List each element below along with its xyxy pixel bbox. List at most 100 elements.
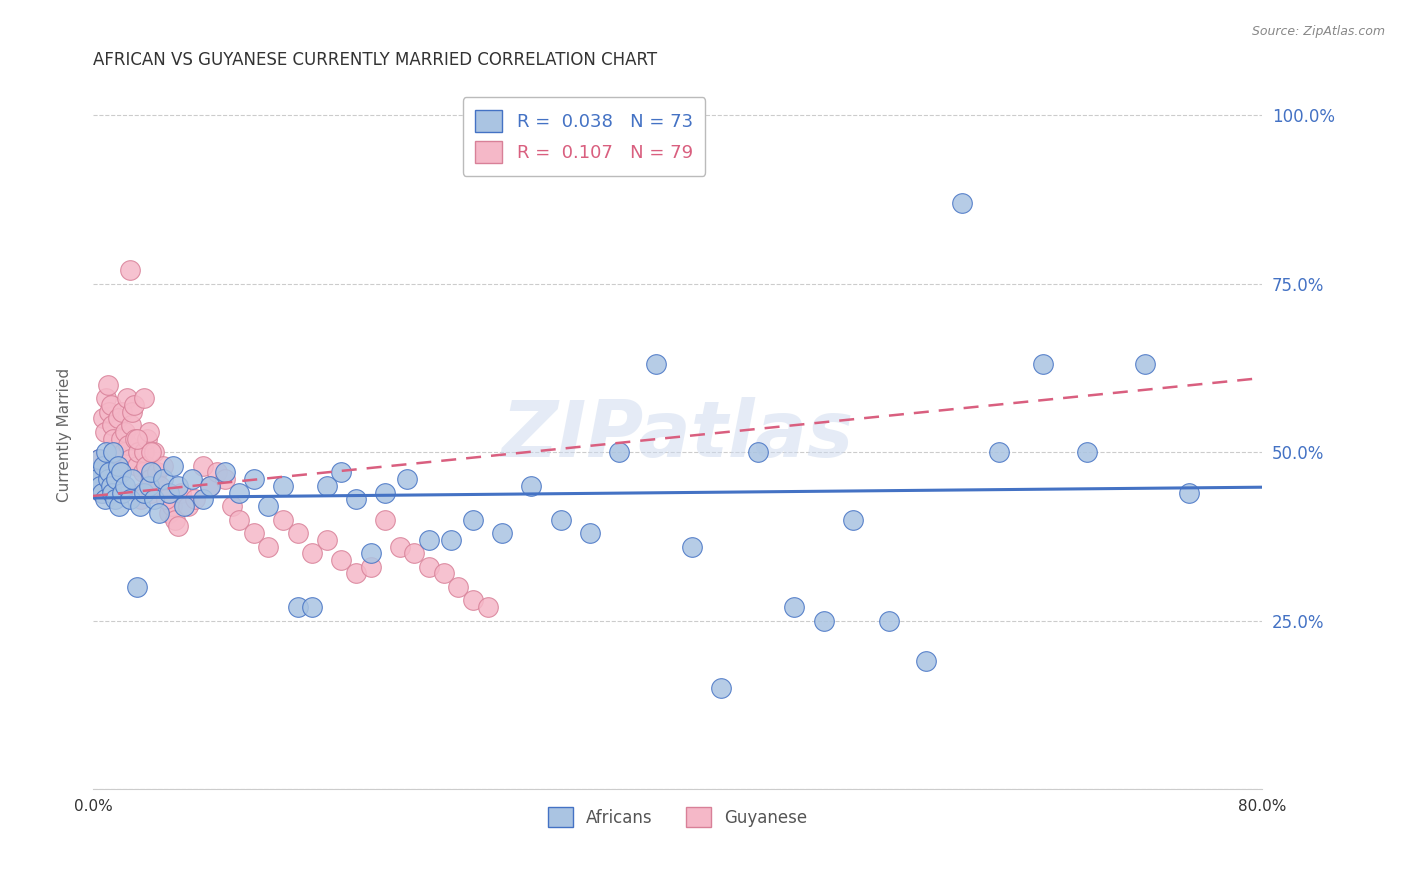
- Point: [105, 472, 128, 486]
- Point: [404, 546, 426, 560]
- Point: [143, 492, 166, 507]
- Point: [360, 546, 382, 560]
- Point: [97, 472, 120, 486]
- Point: [101, 418, 124, 433]
- Point: [271, 512, 294, 526]
- Point: [181, 472, 204, 486]
- Point: [644, 358, 666, 372]
- Point: [107, 411, 129, 425]
- Point: [121, 472, 143, 486]
- Point: [184, 492, 207, 507]
- Point: [100, 479, 122, 493]
- Point: [315, 533, 337, 547]
- Point: [242, 472, 264, 486]
- Point: [108, 499, 131, 513]
- Point: [1133, 358, 1156, 372]
- Point: [242, 526, 264, 541]
- Point: [152, 458, 174, 473]
- Point: [1178, 485, 1201, 500]
- Point: [110, 432, 132, 446]
- Point: [131, 466, 153, 480]
- Point: [90, 485, 112, 500]
- Point: [579, 526, 602, 541]
- Point: [148, 506, 170, 520]
- Point: [124, 432, 146, 446]
- Point: [461, 593, 484, 607]
- Point: [118, 492, 141, 507]
- Point: [87, 451, 110, 466]
- Point: [91, 458, 114, 473]
- Point: [344, 492, 367, 507]
- Point: [101, 485, 124, 500]
- Point: [198, 479, 221, 493]
- Point: [257, 499, 280, 513]
- Point: [135, 458, 157, 473]
- Point: [128, 485, 150, 500]
- Point: [1076, 445, 1098, 459]
- Point: [96, 391, 118, 405]
- Point: [477, 600, 499, 615]
- Point: [520, 479, 543, 493]
- Point: [447, 580, 470, 594]
- Point: [842, 512, 865, 526]
- Point: [143, 445, 166, 459]
- Point: [214, 466, 236, 480]
- Point: [93, 492, 115, 507]
- Point: [915, 654, 938, 668]
- Point: [100, 398, 122, 412]
- Point: [121, 405, 143, 419]
- Point: [747, 445, 769, 459]
- Point: [157, 485, 180, 500]
- Point: [988, 445, 1011, 459]
- Point: [108, 466, 131, 480]
- Text: ZIPatlas: ZIPatlas: [502, 397, 853, 474]
- Point: [162, 458, 184, 473]
- Point: [111, 485, 134, 500]
- Point: [301, 546, 323, 560]
- Point: [149, 479, 172, 493]
- Point: [141, 485, 163, 500]
- Point: [783, 600, 806, 615]
- Point: [105, 445, 128, 459]
- Point: [84, 466, 107, 480]
- Point: [114, 479, 136, 493]
- Point: [166, 479, 188, 493]
- Point: [177, 499, 200, 513]
- Point: [166, 519, 188, 533]
- Point: [89, 479, 111, 493]
- Point: [681, 540, 703, 554]
- Point: [330, 553, 353, 567]
- Point: [134, 445, 156, 459]
- Point: [128, 499, 150, 513]
- Point: [84, 466, 107, 480]
- Point: [114, 425, 136, 439]
- Point: [214, 472, 236, 486]
- Point: [107, 458, 129, 473]
- Point: [120, 418, 142, 433]
- Point: [813, 614, 835, 628]
- Point: [440, 533, 463, 547]
- Point: [191, 492, 214, 507]
- Point: [170, 485, 193, 500]
- Point: [418, 559, 440, 574]
- Point: [115, 391, 138, 405]
- Point: [87, 451, 110, 466]
- Point: [134, 485, 156, 500]
- Point: [221, 499, 243, 513]
- Point: [388, 540, 411, 554]
- Point: [103, 432, 125, 446]
- Point: [86, 472, 108, 486]
- Point: [287, 600, 309, 615]
- Point: [103, 445, 125, 459]
- Point: [271, 479, 294, 493]
- Point: [952, 195, 974, 210]
- Point: [205, 466, 228, 480]
- Point: [173, 499, 195, 513]
- Point: [118, 451, 141, 466]
- Point: [141, 445, 163, 459]
- Point: [93, 425, 115, 439]
- Point: [139, 472, 162, 486]
- Point: [90, 485, 112, 500]
- Point: [374, 512, 396, 526]
- Point: [163, 512, 186, 526]
